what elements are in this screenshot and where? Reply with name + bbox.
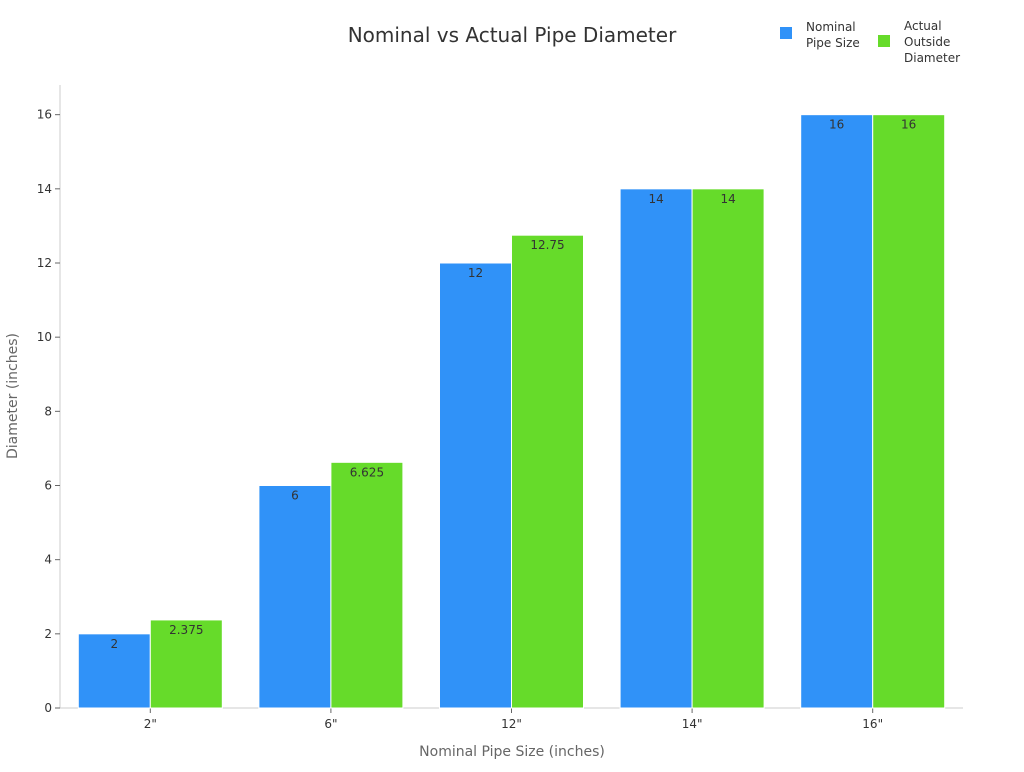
- legend-swatch: [878, 35, 890, 47]
- x-tick-label: 6": [324, 717, 337, 731]
- bar-actual: [691, 188, 765, 709]
- data-labels-group: 2 2.375 6 6.625 12 12.75 14 14 16 16: [110, 118, 916, 651]
- bars-group: [77, 114, 946, 709]
- y-tick-label: 2: [44, 627, 52, 641]
- y-axis: 0 2 4 6 8 10 12 14 16: [37, 85, 61, 715]
- legend-label: Diameter: [904, 51, 960, 65]
- y-tick-label: 8: [44, 404, 52, 418]
- y-tick-label: 12: [37, 256, 52, 270]
- data-label: 16: [829, 118, 844, 132]
- bar-nominal: [619, 188, 693, 709]
- data-label: 12.75: [530, 238, 564, 252]
- y-tick-label: 0: [44, 701, 52, 715]
- data-label: 2.375: [169, 623, 203, 637]
- x-axis: 2" 6" 12" 14" 16": [60, 707, 963, 731]
- chart-title: Nominal vs Actual Pipe Diameter: [348, 23, 677, 47]
- bar-actual: [872, 114, 946, 709]
- y-tick-label: 4: [44, 553, 52, 567]
- y-tick-label: 16: [37, 108, 52, 122]
- y-tick-label: 10: [37, 330, 52, 344]
- x-tick-label: 2": [144, 717, 157, 731]
- x-tick-label: 16": [862, 717, 883, 731]
- data-label: 2: [110, 637, 118, 651]
- data-label: 14: [648, 192, 663, 206]
- y-axis-label: Diameter (inches): [5, 333, 21, 459]
- data-label: 14: [720, 192, 735, 206]
- legend: Nominal Pipe Size Actual Outside Diameter: [780, 19, 960, 65]
- data-label: 16: [901, 118, 916, 132]
- bar-nominal: [258, 485, 332, 709]
- bar-actual: [149, 619, 223, 709]
- data-label: 6: [291, 489, 299, 503]
- y-tick-label: 6: [44, 479, 52, 493]
- bar-nominal: [77, 633, 151, 709]
- legend-label: Pipe Size: [806, 36, 860, 50]
- data-label: 6.625: [350, 465, 384, 479]
- x-tick-label: 14": [682, 717, 703, 731]
- legend-label: Actual: [904, 19, 942, 33]
- y-tick-label: 14: [37, 182, 52, 196]
- bar-actual: [511, 234, 584, 709]
- bar-nominal: [439, 262, 512, 709]
- bar-nominal: [800, 114, 874, 709]
- data-label: 12: [468, 266, 483, 280]
- legend-label: Nominal: [806, 20, 856, 34]
- legend-label: Outside: [904, 35, 950, 49]
- x-tick-label: 12": [501, 717, 522, 731]
- legend-swatch: [780, 27, 792, 39]
- x-axis-label: Nominal Pipe Size (inches): [419, 744, 605, 760]
- bar-actual: [330, 461, 404, 709]
